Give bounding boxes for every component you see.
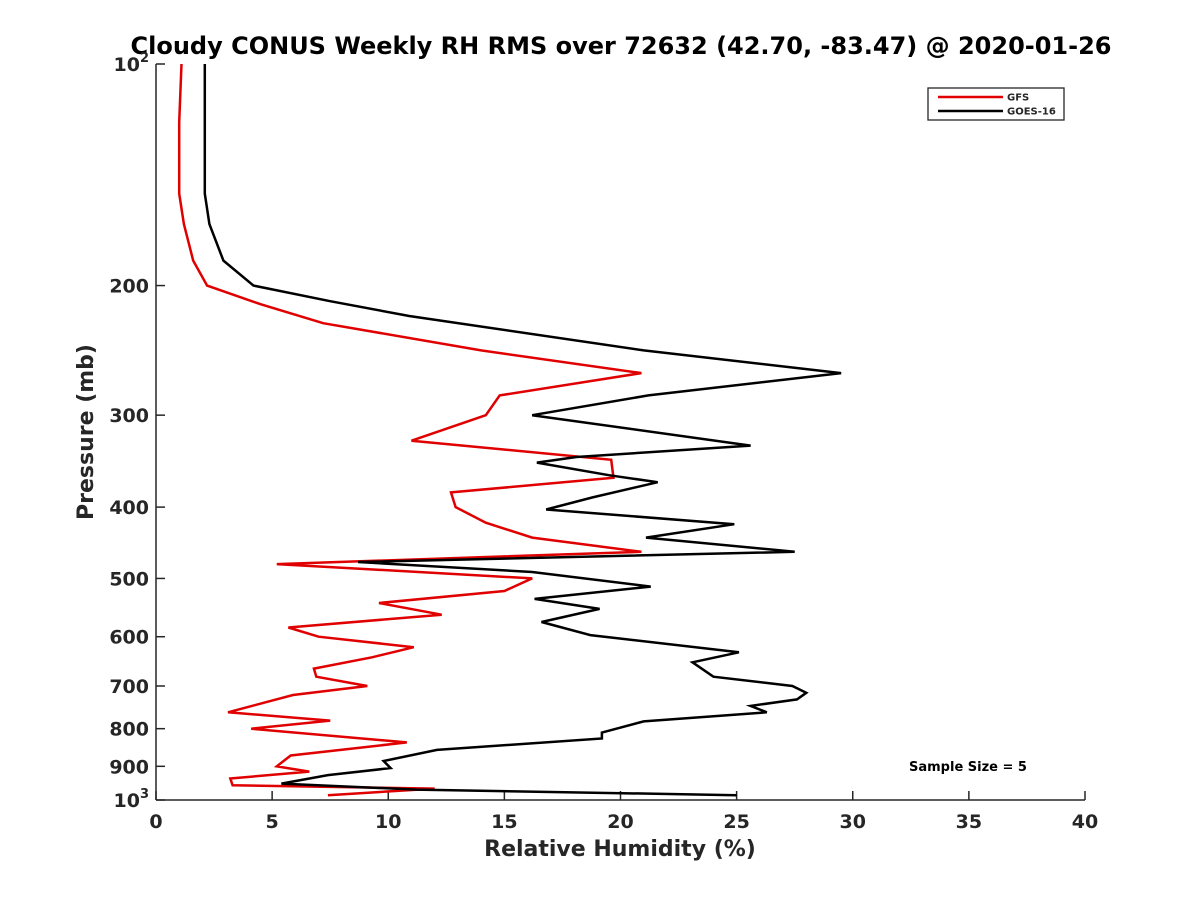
legend-label-gfs: GFS xyxy=(1007,93,1029,104)
x-tick-label: 35 xyxy=(956,811,982,833)
y-tick-exponent: 3 xyxy=(140,787,149,802)
y-tick-label: 103 xyxy=(114,787,150,812)
x-ticks: 0 5 10 15 20 25 30 35 40 xyxy=(149,791,1098,833)
series-layer xyxy=(177,63,842,797)
x-tick-label: 10 xyxy=(375,811,401,833)
x-tick-label: 20 xyxy=(607,811,633,833)
x-tick-label: 30 xyxy=(840,811,866,833)
y-tick-label: 400 xyxy=(109,497,149,519)
y-axis-label: Pressure (mb) xyxy=(74,344,99,520)
plot-area: 0 5 10 15 20 25 30 35 40 10220030040050060070080… xyxy=(109,51,1098,833)
y-tick-label: 102 xyxy=(114,51,150,76)
y-tick-label: 300 xyxy=(109,405,149,427)
x-tick-label: 25 xyxy=(723,811,749,833)
y-tick-label: 500 xyxy=(109,568,149,590)
legend-box xyxy=(927,87,1065,121)
x-axis-label: Relative Humidity (%) xyxy=(484,837,756,862)
chart-title: Cloudy CONUS Weekly RH RMS over 72632 (4… xyxy=(131,32,1112,60)
legend-label-goes16: GOES-16 xyxy=(1007,107,1056,118)
y-tick-label: 600 xyxy=(109,627,149,649)
y-tick-label: 200 xyxy=(109,276,149,298)
legend: GFS GOES-16 xyxy=(927,87,1065,121)
y-tick-base: 10 xyxy=(114,54,140,76)
y-tick-label: 800 xyxy=(109,719,149,741)
series-line-goes16 xyxy=(203,64,842,797)
series-line-gfs xyxy=(177,63,642,797)
x-tick-label: 15 xyxy=(491,811,517,833)
y-tick-exponent: 2 xyxy=(140,51,149,66)
y-tick-label: 700 xyxy=(109,676,149,698)
x-tick-label: 40 xyxy=(1072,811,1098,833)
sample-size-annotation: Sample Size = 5 xyxy=(909,760,1027,775)
x-tick-label: 5 xyxy=(266,811,279,833)
y-tick-base: 10 xyxy=(114,790,140,812)
y-tick-label: 900 xyxy=(109,756,149,778)
x-tick-label: 0 xyxy=(149,811,162,833)
